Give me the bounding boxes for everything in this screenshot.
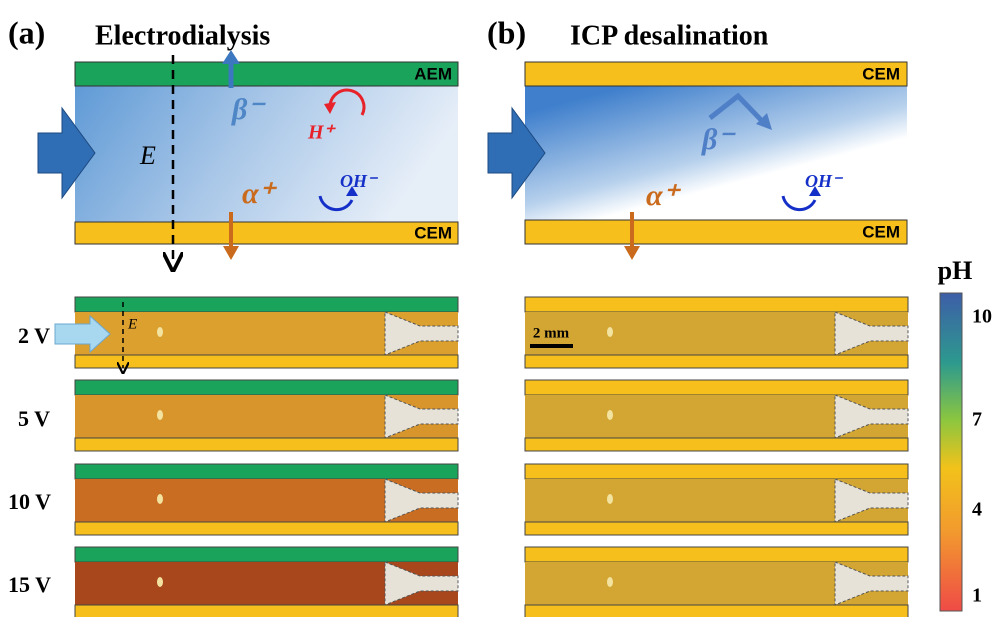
membrane-label: CEM [862, 64, 900, 83]
ion-arrow [222, 50, 240, 64]
ion-label: β⁻ [231, 93, 266, 126]
particle [607, 494, 613, 504]
ion-label: OH⁻ [805, 171, 844, 191]
particle [157, 577, 163, 587]
panel-title: Electrodialysis [95, 20, 270, 51]
ion-label: OH⁻ [340, 171, 379, 191]
figure: (a) Electrodialysis AEM CEM E β⁻ H⁺ OH⁻ … [0, 0, 995, 617]
membrane [525, 605, 908, 617]
membrane [525, 297, 908, 312]
colorbar [940, 293, 962, 611]
voltage-label: 5 V [18, 406, 50, 431]
ion-label: β⁻ [701, 123, 736, 156]
voltage-label: 10 V [8, 489, 51, 514]
colorbar-tick: 10 [972, 306, 992, 328]
voltage-label: 2 V [18, 323, 50, 348]
panel-title: ICP desalination [570, 20, 769, 51]
membrane-label: CEM [862, 222, 900, 241]
photo-rows [75, 297, 908, 617]
field-label: E [139, 141, 156, 170]
ion-label: α⁺ [242, 177, 278, 210]
membrane [525, 220, 907, 244]
ion-label: H⁺ [307, 122, 337, 144]
colorbar-tick: 4 [972, 499, 982, 521]
membrane [75, 464, 458, 479]
membrane [525, 62, 907, 86]
membrane [75, 62, 458, 86]
field-label: E [127, 316, 137, 332]
particle [607, 327, 613, 337]
membrane [75, 547, 458, 562]
ion-arrow [223, 246, 239, 260]
panel-label: (b) [487, 14, 526, 50]
panel-label: (a) [8, 14, 45, 50]
voltage-label: 15 V [8, 572, 51, 597]
membrane-label: AEM [414, 64, 452, 83]
particle [157, 410, 163, 420]
colorbar-title: pH [938, 256, 973, 285]
membrane [75, 605, 458, 617]
scale-bar-label: 2 mm [533, 325, 570, 341]
membrane [75, 380, 458, 395]
membrane [75, 355, 458, 368]
ion-arrow [624, 246, 640, 260]
particle [157, 327, 163, 337]
colorbar-tick: 7 [972, 409, 982, 431]
membrane [525, 547, 908, 562]
membrane [75, 438, 458, 451]
membrane [75, 297, 458, 312]
membrane [75, 222, 458, 244]
membrane [525, 438, 908, 451]
membrane [525, 522, 908, 535]
membrane [525, 355, 908, 368]
membrane [75, 522, 458, 535]
colorbar-tick: 1 [972, 585, 982, 607]
membrane-label: CEM [414, 223, 452, 242]
particle [607, 410, 613, 420]
particle [607, 577, 613, 587]
particle [157, 494, 163, 504]
membrane [525, 380, 908, 395]
membrane [525, 464, 908, 479]
ion-label: α⁺ [646, 179, 682, 212]
